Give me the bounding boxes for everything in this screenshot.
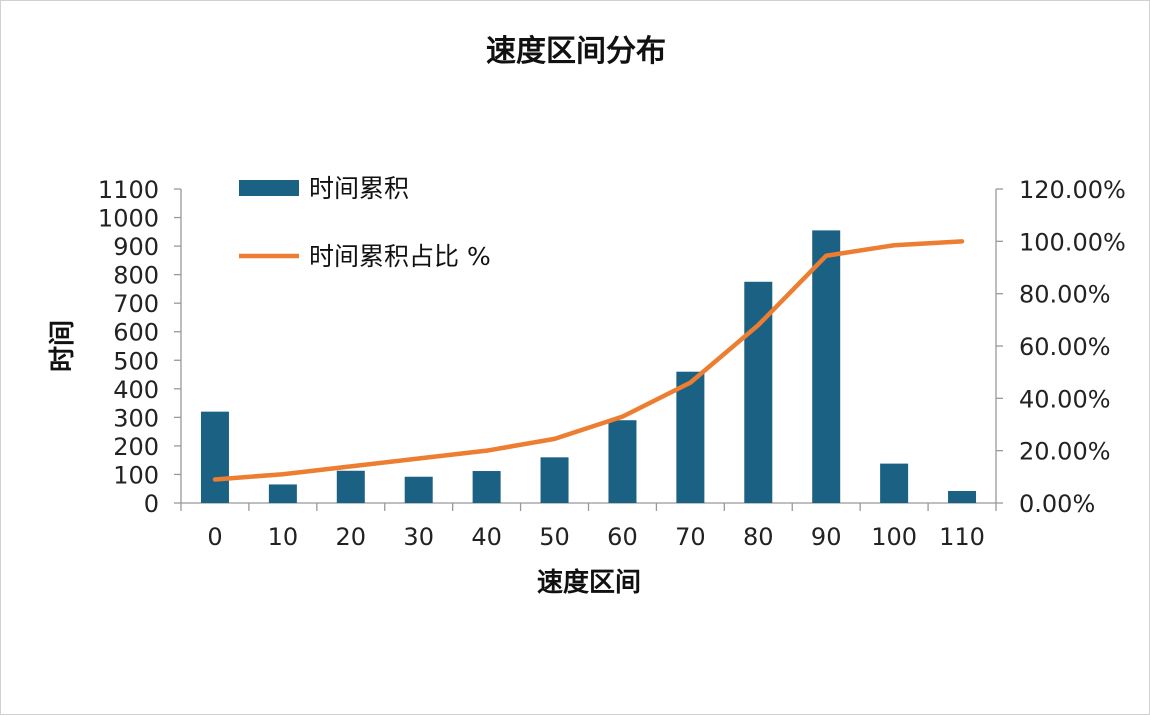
x-tick-label: 80	[743, 523, 774, 551]
y-axis-title: 时间	[48, 320, 78, 372]
y-tick-label: 300	[113, 404, 159, 432]
x-axis-title: 速度区间	[537, 567, 641, 598]
bar	[812, 230, 841, 503]
x-tick-label: 20	[336, 523, 367, 551]
y2-tick-label: 20.00%	[1019, 438, 1111, 466]
bar	[540, 457, 569, 503]
x-tick-label: 40	[471, 523, 502, 551]
x-tick-label: 0	[207, 523, 222, 551]
chart-title: 速度区间分布	[486, 34, 666, 69]
y2-tick-label: 120.00%	[1019, 176, 1126, 204]
bar	[608, 420, 637, 503]
y2-tick-label: 100.00%	[1019, 228, 1126, 256]
x-tick-label: 70	[675, 523, 706, 551]
y2-tick-label: 0.00%	[1019, 490, 1095, 518]
x-tick-label: 10	[268, 523, 299, 551]
y-tick-label: 1100	[98, 176, 159, 204]
y-tick-label: 200	[113, 433, 159, 461]
bar	[336, 470, 365, 503]
x-tick-label: 50	[539, 523, 570, 551]
legend-line-label: 时间累积占比 %	[309, 242, 491, 271]
bar	[200, 411, 229, 503]
x-tick-label: 60	[607, 523, 638, 551]
plot-area: 0100200300400500600700800900100011000.00…	[98, 176, 1126, 551]
legend: 时间累积 时间累积占比 %	[239, 174, 491, 271]
y-tick-label: 0	[144, 490, 159, 518]
bar	[676, 371, 705, 503]
legend-bar-swatch	[239, 180, 299, 196]
y-tick-label: 900	[113, 233, 159, 261]
y-tick-label: 800	[113, 262, 159, 290]
legend-bar-label: 时间累积	[309, 174, 409, 203]
y-tick-label: 1000	[98, 205, 159, 233]
bar	[404, 476, 433, 503]
y-tick-label: 600	[113, 319, 159, 347]
bar	[880, 463, 909, 503]
bar	[268, 484, 297, 503]
x-tick-label: 30	[403, 523, 434, 551]
y-tick-label: 500	[113, 347, 159, 375]
x-tick-label: 100	[871, 523, 917, 551]
y-tick-label: 400	[113, 376, 159, 404]
y2-tick-label: 60.00%	[1019, 333, 1111, 361]
x-tick-label: 110	[939, 523, 985, 551]
y2-tick-label: 80.00%	[1019, 281, 1111, 309]
bar	[948, 491, 977, 503]
cumulative-share-line	[212, 239, 965, 482]
y2-tick-label: 40.00%	[1019, 385, 1111, 413]
x-tick-label: 90	[811, 523, 842, 551]
bar	[472, 471, 501, 503]
y-tick-label: 700	[113, 290, 159, 318]
y-tick-label: 100	[113, 461, 159, 489]
